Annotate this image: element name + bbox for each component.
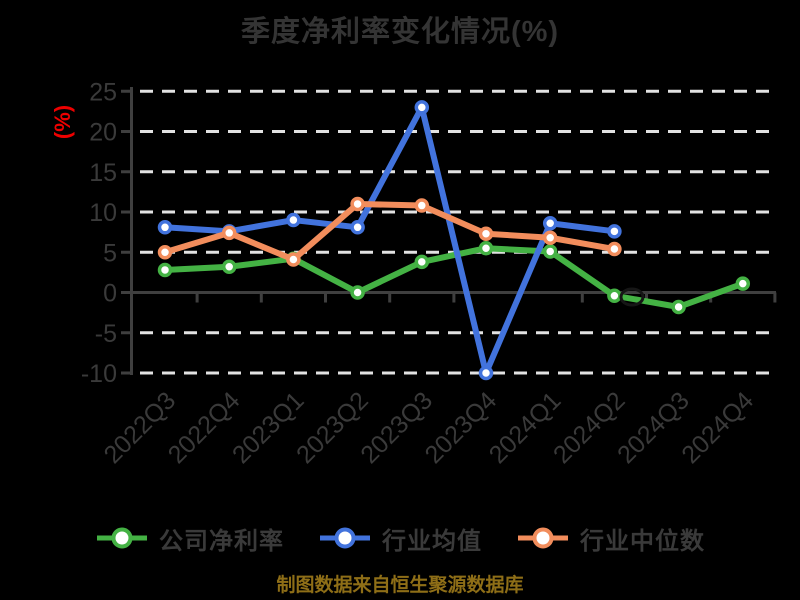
data-point-1 <box>286 212 301 228</box>
legend: 公司净利率 行业均值 行业中位数 <box>0 514 800 562</box>
legend-item-2: 行业中位数 <box>516 521 705 556</box>
data-point-0 <box>414 254 430 270</box>
data-point-0 <box>157 262 173 278</box>
series-line-1 <box>162 104 618 376</box>
data-point-2 <box>286 252 301 267</box>
y-tick-label: 5 <box>103 239 117 267</box>
data-point-2 <box>350 196 365 212</box>
data-point-0 <box>671 299 686 315</box>
data-point-0 <box>350 285 365 300</box>
data-point-0 <box>735 276 751 291</box>
data-point-0 <box>478 240 494 256</box>
data-point-1 <box>478 365 494 381</box>
data-point-1 <box>414 100 430 115</box>
series-line-0 <box>162 245 746 310</box>
y-tick-label: 0 <box>103 280 117 308</box>
legend-marker-icon <box>518 527 568 549</box>
y-tick-label: 20 <box>89 119 117 147</box>
x-tick-label: 2024Q4 <box>676 386 759 469</box>
legend-label-2: 行业中位数 <box>580 527 705 555</box>
data-source-note: 制图数据来自恒生聚源数据库 <box>276 575 524 596</box>
data-point-2 <box>607 241 622 257</box>
series-line-2 <box>162 200 618 263</box>
data-point-2 <box>414 198 430 213</box>
legend-item-1: 行业均值 <box>318 521 482 556</box>
y-tick-label: 10 <box>89 199 117 227</box>
data-point-1 <box>157 220 173 235</box>
data-point-1 <box>350 220 365 235</box>
legend-label-1: 行业均值 <box>382 527 482 555</box>
legend-marker-icon <box>97 527 147 549</box>
data-point-1 <box>607 224 622 239</box>
legend-item-0: 公司净利率 <box>95 521 284 556</box>
legend-label-0: 公司净利率 <box>159 527 284 555</box>
y-tick-label: -10 <box>81 360 117 388</box>
plot-area: -10-505101520252022Q32022Q42023Q12023Q22… <box>50 78 777 469</box>
data-point-2 <box>542 230 558 246</box>
data-point-2 <box>478 226 494 241</box>
y-axis-unit-label: (%) <box>50 105 75 139</box>
y-tick-label: -5 <box>95 320 117 348</box>
y-tick-label: 15 <box>89 159 117 187</box>
data-point-0 <box>221 259 237 274</box>
data-point-1 <box>542 216 558 231</box>
legend-marker-icon <box>320 527 370 549</box>
y-tick-label: 25 <box>89 78 117 106</box>
data-point-2 <box>157 245 173 260</box>
chart-title: 季度净利率变化情况(%) <box>240 16 560 48</box>
data-point-0 <box>607 288 622 303</box>
sketch-loop-artifact <box>619 287 645 307</box>
data-point-2 <box>221 225 237 241</box>
data-point-0 <box>542 244 558 259</box>
